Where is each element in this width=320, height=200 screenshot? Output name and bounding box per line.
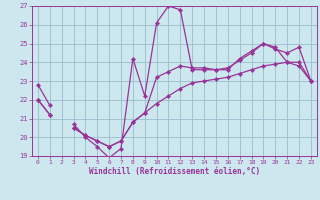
- X-axis label: Windchill (Refroidissement éolien,°C): Windchill (Refroidissement éolien,°C): [89, 167, 260, 176]
